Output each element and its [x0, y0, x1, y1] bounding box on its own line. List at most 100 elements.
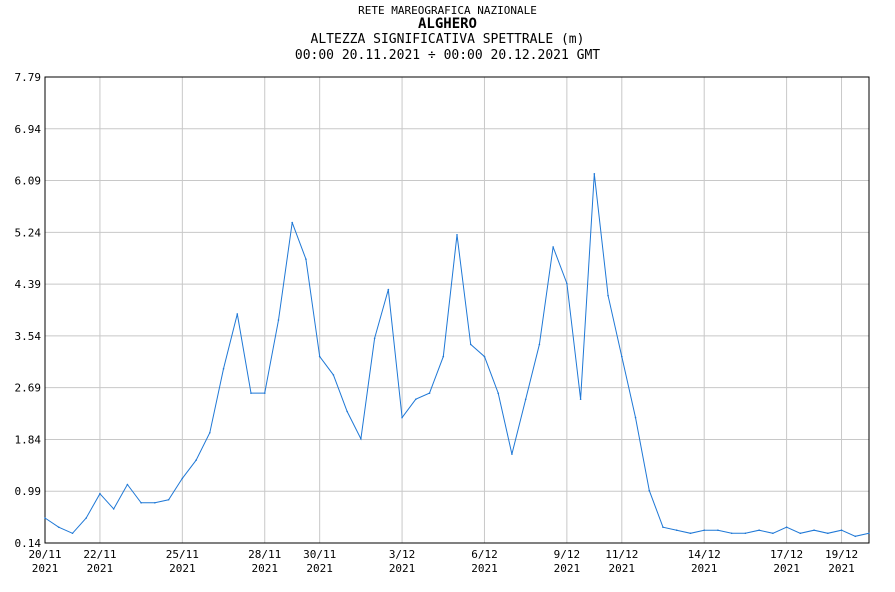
data-point	[318, 355, 321, 358]
y-tick-label: 4.39	[15, 278, 42, 291]
data-point	[634, 416, 637, 419]
data-point	[360, 438, 362, 440]
data-point	[497, 392, 500, 394]
x-tick-day: 3/12	[389, 548, 416, 561]
data-point	[854, 535, 857, 538]
grid	[44, 76, 869, 544]
x-tick-year: 2021	[87, 562, 114, 575]
data-point	[662, 526, 664, 528]
data-point	[71, 532, 74, 535]
x-tick-year: 2021	[169, 562, 196, 575]
data-point	[511, 453, 513, 455]
data-point	[236, 313, 239, 315]
data-point	[387, 288, 390, 291]
variable-title: ALTEZZA SIGNIFICATIVA SPETTRALE (m)	[310, 32, 585, 47]
y-tick-label: 7.79	[15, 71, 42, 84]
data-point	[195, 459, 197, 461]
x-tick-day: 6/12	[471, 548, 498, 561]
data-point	[140, 501, 142, 504]
data-point	[703, 529, 705, 532]
data-point	[456, 233, 458, 236]
data-point	[730, 532, 733, 535]
y-tick-label: 0.14	[15, 537, 42, 550]
data-point	[44, 517, 46, 519]
x-tick-day: 14/12	[688, 548, 721, 561]
x-tick-year: 2021	[828, 562, 855, 575]
station-title: ALGHERO	[417, 16, 477, 32]
data-point	[222, 367, 225, 370]
x-tick-year: 2021	[251, 562, 278, 575]
data-point	[675, 529, 678, 532]
y-tick-label: 2.69	[15, 382, 42, 395]
x-tick-day: 22/11	[83, 548, 116, 561]
x-tick-year: 2021	[691, 562, 718, 575]
x-tick-day: 25/11	[166, 548, 199, 561]
x-tick-day: 19/12	[825, 548, 858, 561]
data-point	[291, 221, 294, 224]
data-point	[57, 526, 60, 528]
x-tick-day: 20/11	[28, 548, 61, 561]
data-point	[469, 343, 472, 346]
data-point	[346, 410, 348, 413]
data-point	[593, 173, 596, 175]
data-point	[85, 517, 87, 519]
plot-frame	[44, 76, 870, 544]
x-tick-year: 2021	[306, 562, 333, 575]
y-tick-label: 3.54	[15, 330, 42, 343]
x-axis-labels: 20/11202122/11202125/11202128/11202130/1…	[28, 548, 858, 575]
data-point	[181, 477, 184, 480]
data-point	[112, 508, 115, 510]
data-point	[401, 416, 403, 419]
data-point	[552, 246, 554, 248]
y-tick-label: 0.99	[15, 485, 42, 498]
x-tick-year: 2021	[554, 562, 581, 575]
data-point	[799, 532, 802, 535]
data-point	[648, 489, 651, 492]
y-tick-label: 6.09	[15, 175, 42, 188]
x-tick-day: 30/11	[303, 548, 336, 561]
x-tick-year: 2021	[32, 562, 59, 575]
series-line	[44, 173, 870, 537]
data-point	[167, 498, 170, 501]
x-tick-day: 9/12	[554, 548, 581, 561]
x-tick-year: 2021	[773, 562, 800, 575]
network-title: RETE MAREOGRAFICA NAZIONALE	[358, 4, 537, 17]
x-tick-day: 11/12	[605, 548, 638, 561]
data-point	[263, 392, 266, 394]
data-point	[209, 431, 211, 434]
data-point	[758, 529, 760, 532]
data-point	[442, 355, 445, 358]
data-point	[277, 319, 280, 321]
data-point	[840, 529, 843, 532]
data-point	[305, 258, 307, 260]
y-tick-label: 1.84	[15, 433, 42, 446]
data-point	[99, 492, 101, 495]
data-point	[415, 398, 417, 401]
data-point	[126, 483, 129, 486]
y-tick-label: 5.24	[15, 226, 42, 239]
data-point	[827, 532, 829, 535]
data-point	[483, 355, 486, 358]
data-point	[689, 532, 692, 535]
data-point	[538, 343, 541, 346]
data-point	[621, 355, 623, 358]
data-point	[566, 282, 568, 285]
data-point	[744, 532, 747, 535]
data-point	[579, 398, 582, 401]
data-point	[772, 532, 774, 535]
y-axis-labels: 0.14 0.99 1.84 2.69 3.54 4.39 5.24 6.09 6.94 7.79	[15, 71, 42, 550]
data-point	[785, 526, 788, 528]
period-title: 00:00 20.11.2021 ÷ 00:00 20.12.2021 GMT	[294, 48, 601, 63]
data-point	[332, 374, 335, 376]
x-tick-year: 2021	[471, 562, 498, 575]
data-point	[154, 501, 156, 504]
x-tick-year: 2021	[609, 562, 636, 575]
series-layer	[44, 173, 870, 538]
data-point	[868, 532, 870, 535]
data-point	[524, 398, 527, 401]
data-point	[428, 392, 431, 394]
data-point	[373, 337, 376, 340]
data-point	[250, 392, 252, 394]
y-tick-label: 6.94	[15, 123, 42, 136]
